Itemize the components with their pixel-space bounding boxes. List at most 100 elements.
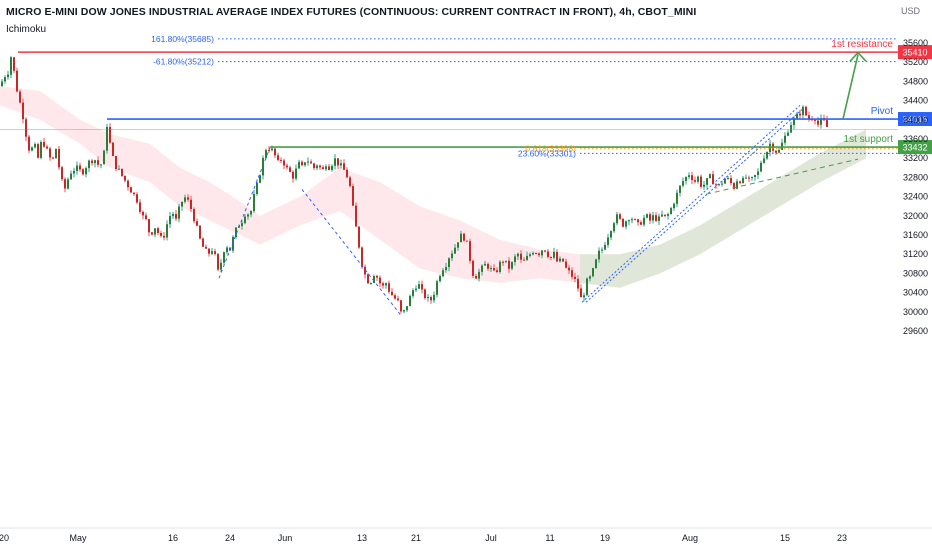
- candle-body: [262, 157, 264, 176]
- candle-body: [481, 265, 483, 272]
- candle-body: [214, 251, 216, 254]
- candle-body: [355, 205, 357, 227]
- x-tick-label: Jul: [485, 533, 497, 543]
- candle-body: [67, 179, 69, 189]
- candle-body: [292, 171, 294, 179]
- x-tick-label: Aug: [682, 533, 698, 543]
- x-tick-label: 15: [780, 533, 790, 543]
- projection-arrow: [842, 54, 859, 120]
- candle-body: [361, 247, 363, 267]
- candle-body: [634, 219, 636, 221]
- candle-body: [739, 181, 741, 183]
- candle-body: [448, 258, 450, 268]
- candle-body: [148, 219, 150, 233]
- candle-body: [694, 180, 696, 182]
- x-tick-label: 23: [837, 533, 847, 543]
- candle-body: [358, 226, 360, 248]
- candle-body: [670, 208, 672, 214]
- x-tick-label: 21: [411, 533, 421, 543]
- candle-body: [703, 184, 705, 187]
- candle-body: [175, 214, 177, 219]
- candle-body: [667, 214, 669, 216]
- candle-body: [124, 175, 126, 181]
- candle-body: [253, 194, 255, 212]
- ichimoku-cloud: [0, 86, 866, 288]
- y-tick-label: 30400: [903, 288, 928, 298]
- candle-body: [127, 180, 129, 188]
- candle-body: [433, 294, 435, 301]
- candle-body: [415, 288, 417, 291]
- candle-body: [493, 268, 495, 271]
- candle-body: [802, 106, 804, 116]
- candle-body: [658, 216, 660, 221]
- candle-body: [220, 262, 222, 270]
- candle-body: [484, 263, 486, 266]
- candle-body: [352, 186, 354, 206]
- candle-body: [472, 260, 474, 276]
- candle-body: [115, 156, 117, 169]
- candle-body: [535, 253, 537, 254]
- candle-body: [418, 284, 420, 289]
- candle-body: [568, 267, 570, 271]
- candle-body: [628, 220, 630, 222]
- candle-body: [766, 152, 768, 159]
- candle-body: [322, 167, 324, 170]
- candle-body: [544, 250, 546, 252]
- candle-body: [145, 215, 147, 220]
- candle-body: [58, 148, 60, 168]
- candle-body: [34, 144, 36, 148]
- candle-body: [157, 228, 159, 233]
- candle-body: [643, 217, 645, 225]
- candle-body: [7, 74, 9, 78]
- y-tick-label: 30800: [903, 268, 928, 278]
- candle-body: [163, 235, 165, 238]
- candle-body: [82, 169, 84, 175]
- candle-body: [730, 178, 732, 184]
- candle-body: [787, 132, 789, 136]
- candle-body: [85, 168, 87, 175]
- candle-body: [301, 161, 303, 166]
- candle-body: [376, 276, 378, 278]
- price-tag-bg: [898, 45, 932, 60]
- price-tag-34016: 34016: [902, 115, 927, 125]
- candle-body: [31, 147, 33, 151]
- candle-body: [598, 250, 600, 260]
- y-tick-label: 31600: [903, 230, 928, 240]
- candle-body: [475, 276, 477, 279]
- candle-body: [817, 120, 819, 125]
- candle-body: [16, 70, 18, 92]
- candle-body: [133, 192, 135, 195]
- candle-body: [478, 271, 480, 279]
- indicator-label[interactable]: Ichimoku: [6, 24, 47, 35]
- candle-body: [757, 171, 759, 175]
- candle-body: [64, 179, 66, 189]
- candle-body: [52, 157, 54, 159]
- candle-body: [685, 177, 687, 181]
- candle-body: [691, 175, 693, 181]
- candle-body: [19, 91, 21, 103]
- candle-body: [718, 184, 720, 186]
- candle-body: [715, 184, 717, 186]
- candle-body: [454, 247, 456, 254]
- candle-body: [637, 219, 639, 223]
- candle-body: [745, 177, 747, 179]
- candle-body: [265, 150, 267, 158]
- y-tick-label: 33200: [903, 153, 928, 163]
- candle-body: [799, 113, 801, 116]
- candle-body: [640, 222, 642, 225]
- candle-body: [73, 170, 75, 174]
- candle-body: [40, 142, 42, 158]
- candle-body: [226, 247, 228, 253]
- x-tick-label: 11: [545, 533, 554, 543]
- candle-body: [181, 201, 183, 207]
- candle-body: [814, 119, 816, 121]
- candle-body: [505, 260, 507, 262]
- candle-body: [751, 177, 753, 178]
- candle-body: [316, 165, 318, 169]
- candle-body: [244, 216, 246, 224]
- candle-body: [13, 57, 15, 71]
- candle-body: [688, 175, 690, 177]
- candle-body: [118, 168, 120, 170]
